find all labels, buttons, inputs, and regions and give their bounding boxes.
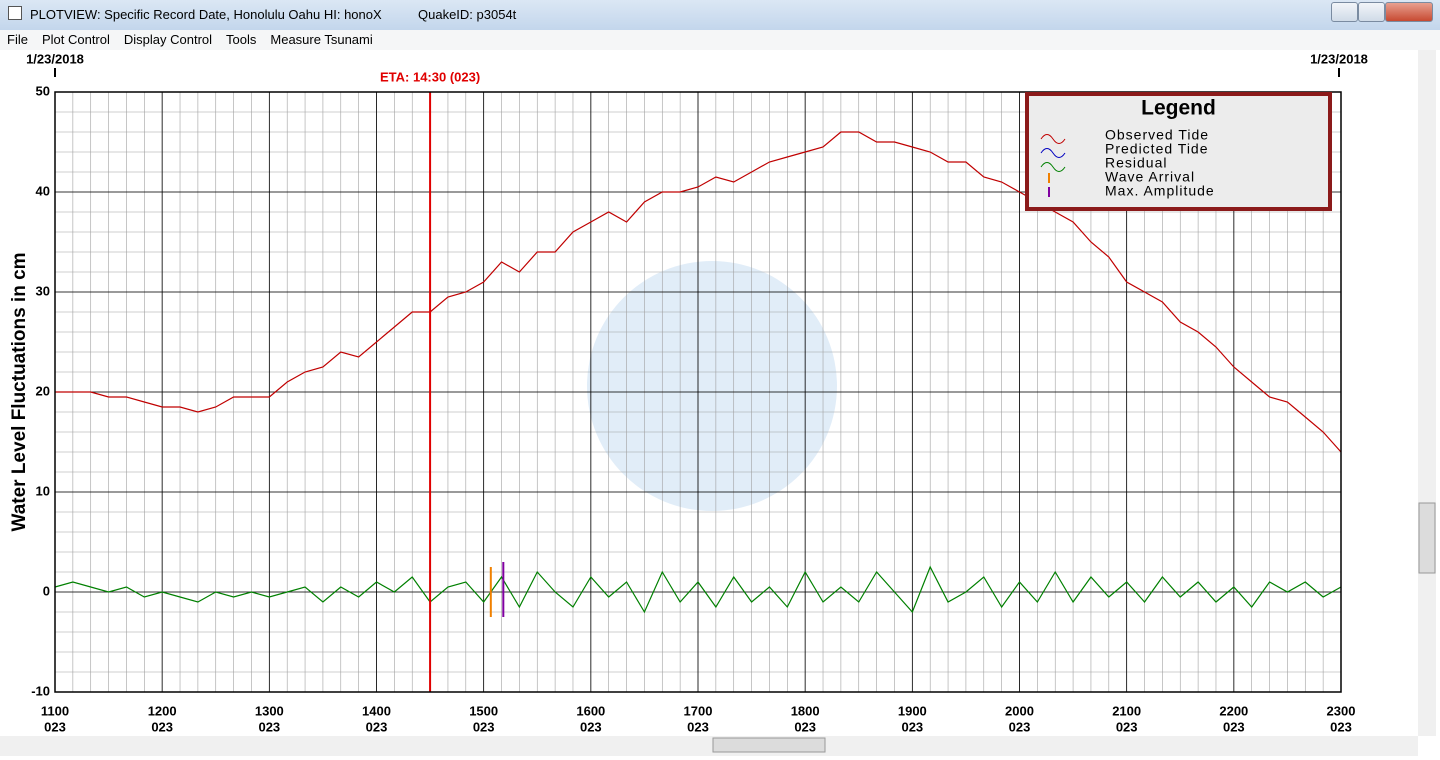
x-tick-day: 023 — [1009, 719, 1031, 734]
menu-item[interactable]: Display Control — [123, 32, 213, 47]
y-tick-label: 20 — [36, 383, 50, 398]
x-tick-label: 2100 — [1112, 703, 1141, 718]
x-tick-day: 023 — [1223, 719, 1245, 734]
menu-item[interactable]: Plot Control — [41, 32, 110, 47]
plot-frame — [54, 91, 1342, 693]
series-line — [54, 565, 1342, 614]
legend-symbol — [1040, 162, 1066, 172]
quake-id: QuakeID: p3054t — [418, 7, 517, 22]
series-line — [55, 131, 1342, 453]
x-tick-label: 1300 — [255, 703, 284, 718]
x-tick-label: 1400 — [362, 703, 391, 718]
x-tick-day: 023 — [151, 719, 173, 734]
x-tick-day: 023 — [44, 719, 66, 734]
menu-item[interactable]: File — [7, 32, 28, 47]
date-right: 1/23/2018 — [1310, 51, 1368, 66]
x-tick-day: 023 — [473, 719, 495, 734]
watermark — [587, 261, 837, 511]
y-tick-label: 0 — [43, 583, 50, 598]
legend-box — [1025, 92, 1332, 211]
x-tick-label: 1500 — [469, 703, 498, 718]
x-tick-day: 023 — [901, 719, 923, 734]
y-axis-label: Water Level Fluctuations in cm — [9, 252, 30, 531]
legend-label: Predicted Tide — [1105, 141, 1209, 157]
x-tick-label: 2200 — [1219, 703, 1248, 718]
maximize-button[interactable] — [1358, 2, 1385, 22]
y-tick-label: 40 — [36, 183, 50, 198]
menu-bar: File Plot Control Display Control Tools Meas… — [0, 30, 1440, 50]
menu-item[interactable]: Tools — [226, 32, 257, 47]
legend-symbol — [1040, 134, 1066, 144]
legend-title: Legend — [1141, 97, 1216, 120]
legend-label: Max. Amplitude — [1105, 183, 1215, 199]
x-tick-label: 2300 — [1327, 703, 1356, 718]
y-tick-label: 50 — [36, 83, 50, 98]
x-tick-day: 023 — [1116, 719, 1138, 734]
x-tick-label: 1700 — [684, 703, 713, 718]
x-tick-day: 023 — [580, 719, 602, 734]
chart: 1/23/2018 1/23/2018 Water Level Fluctuat… — [0, 50, 1436, 756]
window-title: PLOTVIEW: Specific Record Date, Honolulu… — [30, 7, 382, 22]
eta-label: ETA: 14:30 (023) — [380, 69, 480, 84]
y-tick-label: -10 — [31, 683, 50, 698]
menu-item[interactable]: Measure Tsunami — [270, 32, 373, 47]
legend-label: Residual — [1105, 155, 1167, 171]
x-tick-day: 023 — [366, 719, 388, 734]
legend-symbol — [1040, 148, 1066, 158]
x-tick-label: 1200 — [148, 703, 177, 718]
x-tick-day: 023 — [794, 719, 816, 734]
y-tick-label: 10 — [36, 483, 50, 498]
legend-label: Wave Arrival — [1105, 169, 1195, 185]
x-tick-day: 023 — [687, 719, 709, 734]
scroll-thumb[interactable] — [1418, 502, 1436, 574]
x-tick-label: 2000 — [1005, 703, 1034, 718]
scroll-thumb[interactable] — [712, 737, 826, 753]
legend-label: Observed Tide — [1105, 127, 1209, 143]
x-tick-day: 023 — [1330, 719, 1352, 734]
app-icon — [8, 6, 22, 20]
vertical-scrollbar[interactable] — [1418, 50, 1436, 736]
y-tick-label: 30 — [36, 283, 50, 298]
x-tick-label: 1800 — [791, 703, 820, 718]
horizontal-scrollbar[interactable] — [0, 736, 1418, 756]
x-tick-label: 1600 — [576, 703, 605, 718]
title-bar: PLOTVIEW: Specific Record Date, Honolulu… — [0, 0, 1440, 31]
x-tick-label: 1900 — [898, 703, 927, 718]
x-tick-label: 1100 — [41, 703, 69, 718]
x-tick-day: 023 — [258, 719, 280, 734]
date-left: 1/23/2018 — [26, 51, 84, 66]
close-button[interactable] — [1385, 2, 1433, 22]
minimize-button[interactable] — [1331, 2, 1358, 22]
